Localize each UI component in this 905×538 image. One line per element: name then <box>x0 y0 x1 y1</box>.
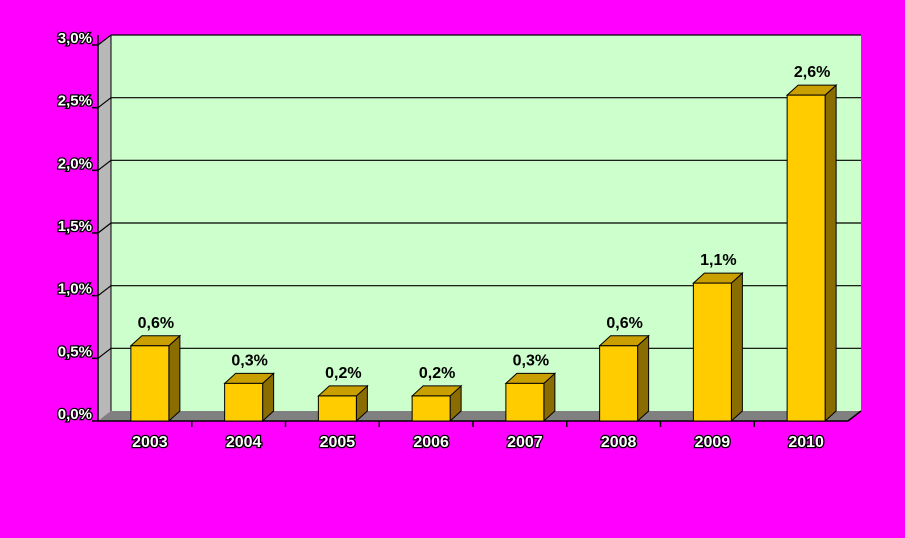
y-tick-label: 0,5% <box>58 343 92 360</box>
x-tick-label: 2010 <box>788 434 824 451</box>
y-tick-label: 1,0% <box>58 281 92 298</box>
bar-front <box>411 395 451 422</box>
bar <box>598 334 650 423</box>
data-label: 1,1% <box>700 252 736 269</box>
gridline-side <box>97 285 112 297</box>
data-label: 0,2% <box>325 365 361 382</box>
floor-plane <box>98 411 861 421</box>
gridline-side <box>97 34 112 46</box>
bar <box>129 334 182 423</box>
bar-front <box>786 94 826 422</box>
x-tick-label: 2008 <box>601 434 637 451</box>
bar-side <box>824 84 837 423</box>
gridline-side <box>97 97 112 109</box>
x-tick-label: 2007 <box>507 434 543 451</box>
bar-front <box>317 395 357 422</box>
data-labels: 0,6% 0,3% 0,2% 0,2% 0,3% 0,6% 1,1% 2,6% <box>138 64 831 382</box>
x-axis-ticks: 2003 2004 2005 2006 2007 2008 2009 2010 <box>131 421 825 452</box>
data-label: 0,3% <box>513 352 549 369</box>
bar-side <box>637 334 650 423</box>
gridline-side <box>97 222 112 234</box>
bars <box>129 84 838 423</box>
x-axis-depth-line <box>847 410 862 422</box>
y-tick-label: 1,5% <box>58 218 92 235</box>
x-tick-label: 2005 <box>320 434 356 451</box>
x-tick-label: 2006 <box>413 434 449 451</box>
data-label: 0,3% <box>231 352 267 369</box>
gridline-side <box>97 347 112 359</box>
x-tick-label: 2009 <box>695 434 731 451</box>
x-tick-label: 2003 <box>132 434 168 451</box>
data-label: 0,2% <box>419 365 455 382</box>
bar-front <box>599 345 639 422</box>
y-tick-label: 3,0% <box>58 30 92 47</box>
data-label: 0,6% <box>606 315 642 332</box>
bar-front <box>130 345 170 422</box>
x-tick-label: 2004 <box>226 434 262 451</box>
data-label: 2,6% <box>794 64 830 81</box>
bar <box>692 272 744 423</box>
bar <box>317 384 369 423</box>
bar-side <box>730 272 743 423</box>
bar-front <box>692 282 732 422</box>
bar <box>504 372 557 423</box>
bar-front <box>505 382 545 422</box>
y-tick-label: 2,0% <box>58 155 92 172</box>
plot-floor <box>98 411 861 421</box>
bar <box>410 384 463 423</box>
y-tick-label: 0,0% <box>58 406 92 423</box>
bar-front <box>224 382 264 422</box>
data-label: 0,6% <box>138 315 174 332</box>
plot-walls <box>98 35 861 421</box>
y-axis-ticks: 0,0% 0,5% 1,0% 1,5% 2,0% 2,5% 3,0% <box>56 29 98 424</box>
bar <box>785 84 838 423</box>
y-tick-label: 2,5% <box>58 93 92 110</box>
bar <box>223 372 275 423</box>
gridline-side <box>97 159 112 171</box>
bar-side <box>168 334 181 423</box>
